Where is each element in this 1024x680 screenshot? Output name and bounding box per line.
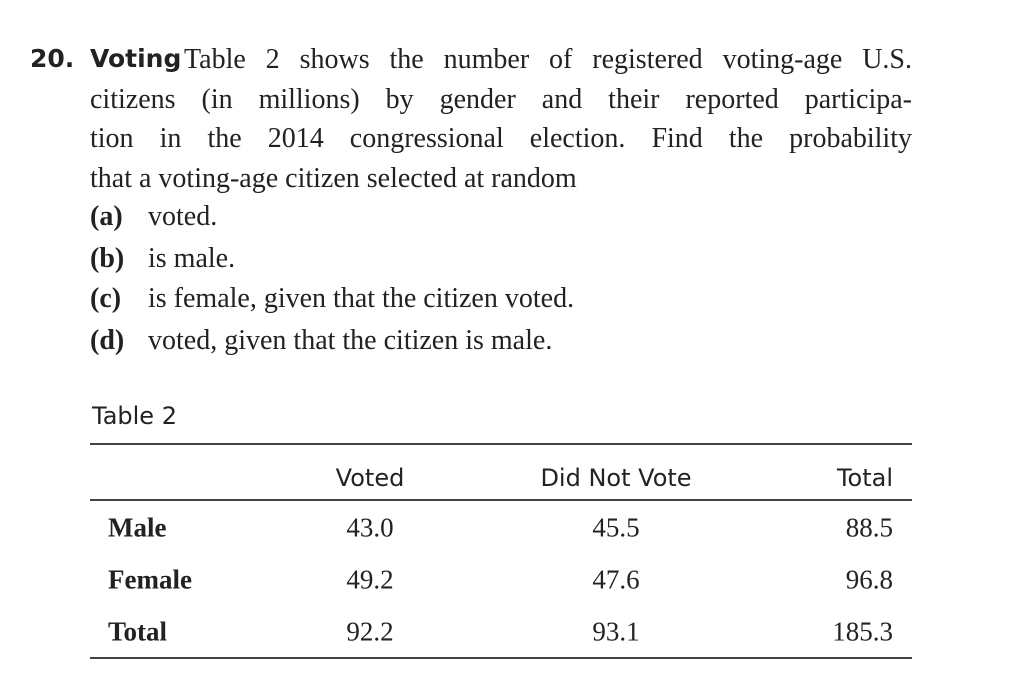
table-title: Table 2 [92,402,177,430]
table-cell: 185.3 [832,616,893,647]
table-cell: 45.5 [592,512,640,543]
part-label: (a) [90,201,123,232]
problem-number: 20. [30,44,75,73]
part-text: voted. [148,201,218,232]
body-line: Table 2 shows the number of registered v… [184,44,912,75]
part-text: is male. [148,243,236,274]
column-header: Did Not Vote [540,464,692,492]
part-label: (d) [90,325,125,356]
problem-keyword: Voting [90,44,182,73]
part-label: (c) [90,283,122,314]
column-header: Voted [335,464,405,492]
table-cell: 43.0 [346,512,394,543]
body-line: tion in the 2014 congressional election.… [90,123,912,154]
row-label: Female [108,564,192,595]
table-cell: 49.2 [346,564,394,595]
body-line: citizens (in millions) by gender and the… [90,84,912,115]
part-text: voted, given that the citizen is male. [148,325,553,356]
table-cell: 88.5 [845,512,893,543]
table-rule [90,443,912,445]
table-rule [90,657,912,659]
body-line: that a voting-age citizen selected at ra… [90,163,577,194]
part-text: is female, given that the citizen voted. [148,283,575,314]
row-label: Total [108,616,168,647]
table-cell: 92.2 [346,616,394,647]
table-rule [90,499,912,501]
part-label: (b) [90,243,125,274]
row-label: Male [108,512,167,543]
table-cell: 96.8 [845,564,893,595]
table-cell: 93.1 [592,616,640,647]
table-cell: 47.6 [592,564,640,595]
column-header: Total [836,464,893,492]
